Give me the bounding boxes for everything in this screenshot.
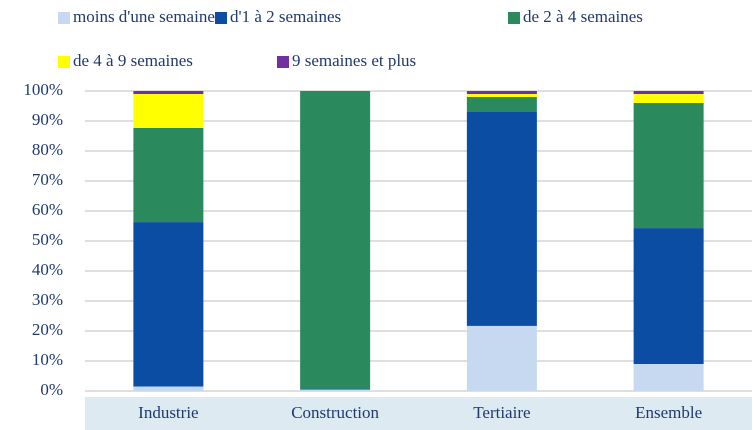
legend-label: 9 semaines et plus — [292, 51, 416, 70]
y-tick-label: 40% — [32, 260, 63, 279]
y-tick-label: 10% — [32, 350, 63, 369]
y-tick-label: 20% — [32, 320, 63, 339]
bar-segment — [133, 222, 204, 387]
bar-segment — [633, 94, 704, 103]
bar-segment — [466, 97, 537, 112]
legend-swatch — [277, 56, 289, 68]
bar-segment — [466, 112, 537, 326]
bar-segment — [133, 94, 204, 128]
y-tick-label: 30% — [32, 290, 63, 309]
bar-segment — [300, 388, 371, 390]
bar-segment — [133, 386, 204, 391]
bar-segment — [633, 228, 704, 364]
legend-swatch — [215, 12, 227, 24]
y-tick-label: 90% — [32, 110, 63, 129]
x-tick-label: Construction — [291, 403, 379, 422]
x-tick-label: Tertiaire — [473, 403, 530, 422]
y-tick-label: 50% — [32, 230, 63, 249]
y-tick-label: 80% — [32, 140, 63, 159]
legend-label: d'1 à 2 semaines — [230, 7, 341, 26]
bar-segment — [633, 91, 704, 94]
bar-segment — [133, 91, 204, 94]
legend-label: moins d'une semaine — [73, 7, 215, 26]
legend-swatch — [58, 12, 70, 24]
y-tick-label: 60% — [32, 200, 63, 219]
legend-swatch — [58, 56, 70, 68]
bar-segment — [466, 94, 537, 97]
y-tick-label: 100% — [23, 80, 63, 99]
bar-segment — [633, 103, 704, 229]
x-tick-label: Industrie — [138, 403, 198, 422]
y-tick-label: 70% — [32, 170, 63, 189]
y-tick-label: 0% — [40, 380, 63, 399]
legend-label: de 2 à 4 semaines — [523, 7, 643, 26]
bar-segment — [633, 364, 704, 391]
bar-segment — [466, 91, 537, 94]
x-tick-label: Ensemble — [635, 403, 702, 422]
bar-segment — [300, 389, 371, 391]
category-band — [85, 397, 752, 430]
bar-segment — [133, 127, 204, 223]
bar-segment — [466, 325, 537, 391]
legend-swatch — [508, 12, 520, 24]
legend-label: de 4 à 9 semaines — [73, 51, 193, 70]
bar-segment — [300, 91, 371, 389]
